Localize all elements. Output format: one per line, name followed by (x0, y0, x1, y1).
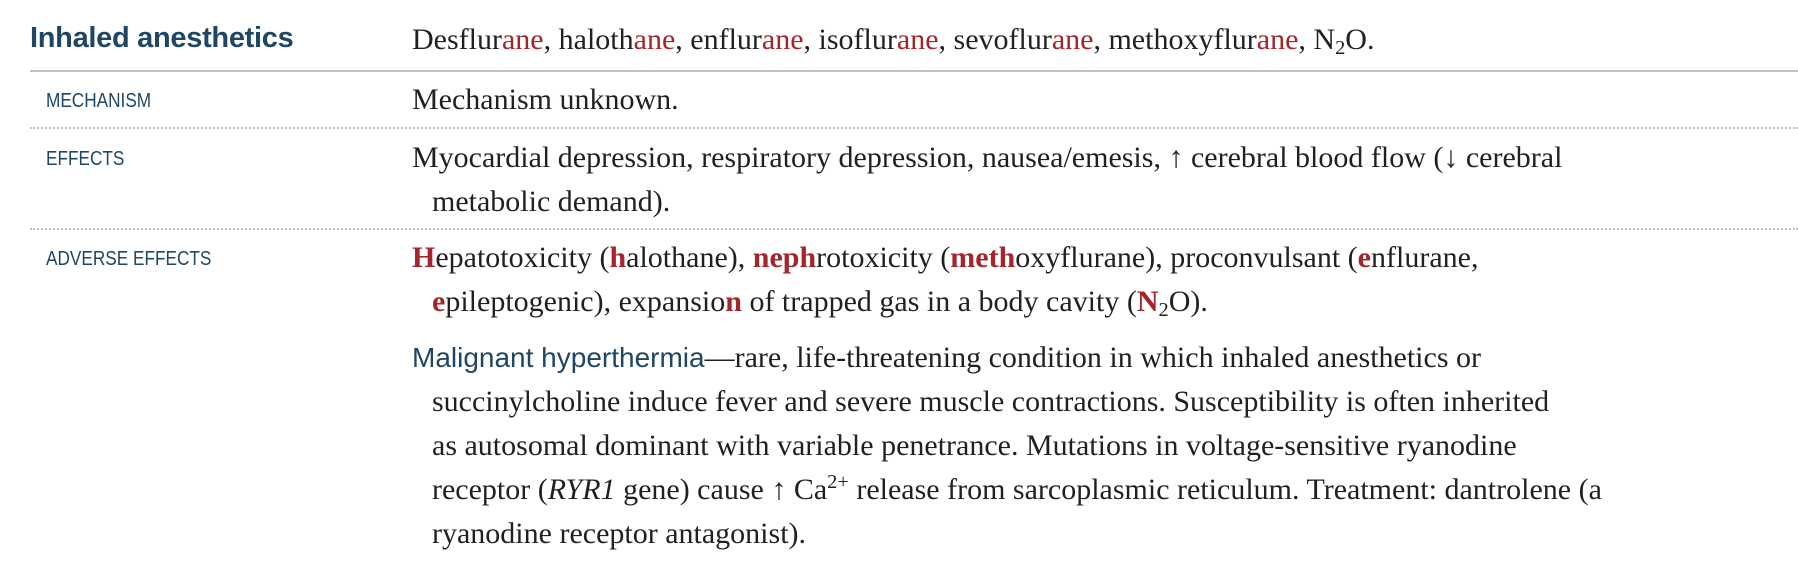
drug-nitrous-oxide: N2O. (1313, 23, 1375, 60)
effects-label: EFFECTS (46, 148, 125, 170)
increase-arrow-icon: ↑ (1168, 141, 1184, 174)
mechanism-text: Mechanism unknown. (412, 83, 679, 116)
decrease-arrow-icon: ↓ (1443, 141, 1459, 174)
drug-halothane: halothane (558, 23, 676, 56)
drug-list: Desflurane, halothane, enflurane, isoflu… (412, 23, 1375, 60)
drug-sevoflurane: sevoflurane (953, 23, 1094, 56)
row-divider (30, 228, 1798, 230)
malignant-hyperthermia-note: Malignant hyperthermia—rare, life-threat… (412, 341, 1602, 550)
drug-enflurane: enflurane (690, 23, 804, 56)
adverse-effects-label: ADVERSE EFFECTS (46, 248, 212, 270)
section-title: Inhaled anesthetics (30, 22, 294, 54)
effects-text: Myocardial depression, respiratory depre… (412, 141, 1563, 218)
increase-arrow-icon: ↑ (771, 473, 787, 506)
mechanism-label: MECHANISM (46, 90, 152, 112)
drug-isoflurane: isoflurane (818, 23, 939, 56)
drug-desflurane: Desflurane (412, 23, 544, 56)
row-divider (30, 127, 1798, 129)
adverse-effects-text: Hepatotoxicity (halothane), nephrotoxici… (412, 241, 1479, 322)
malignant-hyperthermia-term: Malignant hyperthermia (412, 342, 705, 373)
header-rule (30, 70, 1798, 72)
drug-methoxyflurane: methoxyflurane (1108, 23, 1299, 56)
